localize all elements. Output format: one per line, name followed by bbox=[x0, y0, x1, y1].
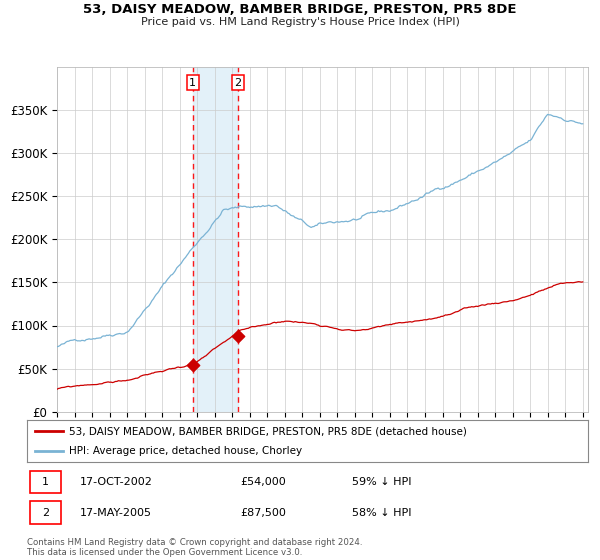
Text: 53, DAISY MEADOW, BAMBER BRIDGE, PRESTON, PR5 8DE (detached house): 53, DAISY MEADOW, BAMBER BRIDGE, PRESTON… bbox=[69, 426, 467, 436]
Text: £54,000: £54,000 bbox=[240, 477, 286, 487]
Bar bbox=[193, 67, 238, 412]
Text: 2: 2 bbox=[42, 507, 49, 517]
Text: £87,500: £87,500 bbox=[240, 507, 286, 517]
Text: Price paid vs. HM Land Registry's House Price Index (HPI): Price paid vs. HM Land Registry's House … bbox=[140, 17, 460, 27]
FancyBboxPatch shape bbox=[30, 501, 61, 524]
Text: 53, DAISY MEADOW, BAMBER BRIDGE, PRESTON, PR5 8DE: 53, DAISY MEADOW, BAMBER BRIDGE, PRESTON… bbox=[83, 3, 517, 16]
Text: HPI: Average price, detached house, Chorley: HPI: Average price, detached house, Chor… bbox=[69, 446, 302, 456]
Text: 59% ↓ HPI: 59% ↓ HPI bbox=[352, 477, 412, 487]
Text: Contains HM Land Registry data © Crown copyright and database right 2024.
This d: Contains HM Land Registry data © Crown c… bbox=[27, 538, 362, 557]
FancyBboxPatch shape bbox=[30, 470, 61, 493]
Point bbox=[233, 332, 243, 340]
Text: 2: 2 bbox=[235, 77, 242, 87]
Text: 17-OCT-2002: 17-OCT-2002 bbox=[80, 477, 153, 487]
Text: 58% ↓ HPI: 58% ↓ HPI bbox=[352, 507, 412, 517]
Point bbox=[188, 361, 197, 370]
Text: 1: 1 bbox=[42, 477, 49, 487]
Text: 17-MAY-2005: 17-MAY-2005 bbox=[80, 507, 152, 517]
Text: 1: 1 bbox=[190, 77, 196, 87]
